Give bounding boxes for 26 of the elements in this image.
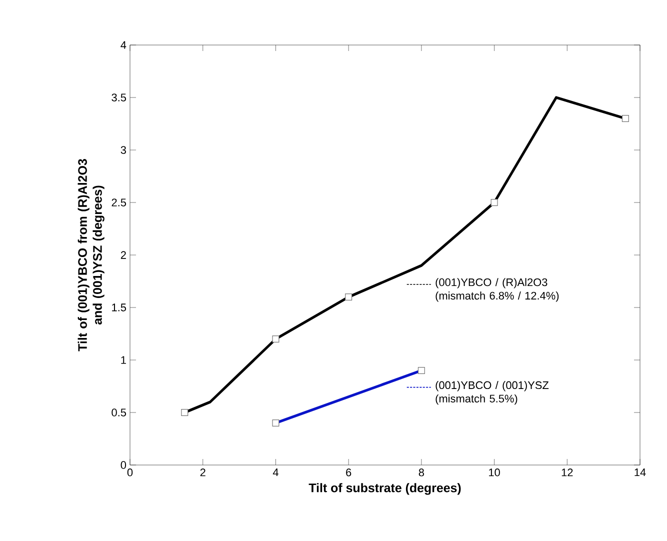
y-tick-label: 3.5 <box>112 94 126 102</box>
legend-label: (001)YBCO / (R)Al2O3 (mismatch 6.8% / 12.4%) <box>436 278 559 302</box>
x-tick-label: 4 <box>272 468 278 476</box>
y-tick-label: 0.5 <box>112 408 126 416</box>
x-tick-label: 8 <box>418 468 424 476</box>
y-tick-label: 1.5 <box>112 304 126 312</box>
point <box>272 336 280 342</box>
y-axis-title: Tilt of (001)YBCO from (R)Al2O3 and (001)YSZ (degrees) <box>78 159 104 352</box>
point <box>490 199 498 206</box>
x-tick-label: 0 <box>127 468 133 476</box>
x-tick-label: 14 <box>634 468 646 476</box>
x-tick-label: 6 <box>346 468 352 476</box>
point <box>181 409 188 416</box>
x-axis-title: Tilt of substrate (degrees) <box>308 483 461 495</box>
y-tick-label: 2.5 <box>112 198 126 206</box>
point <box>622 115 629 122</box>
point <box>345 294 352 300</box>
y-tick-label: 3 <box>120 146 126 154</box>
y-tick-label: 4 <box>120 41 126 49</box>
y-tick-label: 2 <box>120 251 126 259</box>
x-tick-label: 10 <box>489 468 500 476</box>
x-tick-label: 2 <box>200 468 206 476</box>
x-tick-label: 12 <box>562 468 573 476</box>
y-tick-label: 1 <box>121 356 126 364</box>
legend-label: (001)YBCO / (001)YSZ (mismatch 5.5%) <box>436 381 549 405</box>
y-tick-label: 0 <box>120 461 126 469</box>
